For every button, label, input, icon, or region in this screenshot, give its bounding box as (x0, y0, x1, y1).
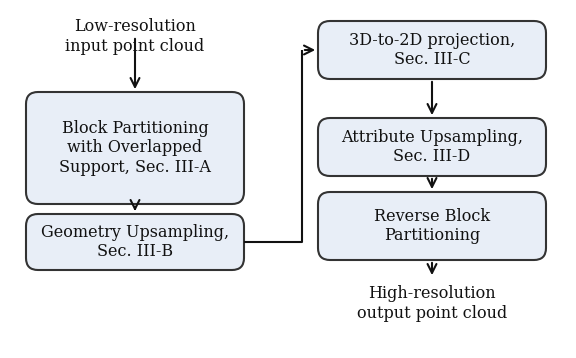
Text: High-resolution
output point cloud: High-resolution output point cloud (357, 285, 507, 321)
FancyBboxPatch shape (26, 92, 244, 204)
Text: Geometry Upsampling,
Sec. III-B: Geometry Upsampling, Sec. III-B (41, 224, 229, 260)
Text: Block Partitioning
with Overlapped
Support, Sec. III-A: Block Partitioning with Overlapped Suppo… (59, 120, 211, 176)
Text: Attribute Upsampling,
Sec. III-D: Attribute Upsampling, Sec. III-D (341, 129, 523, 165)
Text: Reverse Block
Partitioning: Reverse Block Partitioning (374, 208, 490, 244)
FancyBboxPatch shape (318, 192, 546, 260)
Text: Low-resolution
input point cloud: Low-resolution input point cloud (65, 18, 204, 55)
FancyBboxPatch shape (318, 118, 546, 176)
Text: 3D-to-2D projection,
Sec. III-C: 3D-to-2D projection, Sec. III-C (349, 32, 515, 68)
FancyBboxPatch shape (318, 21, 546, 79)
FancyBboxPatch shape (26, 214, 244, 270)
